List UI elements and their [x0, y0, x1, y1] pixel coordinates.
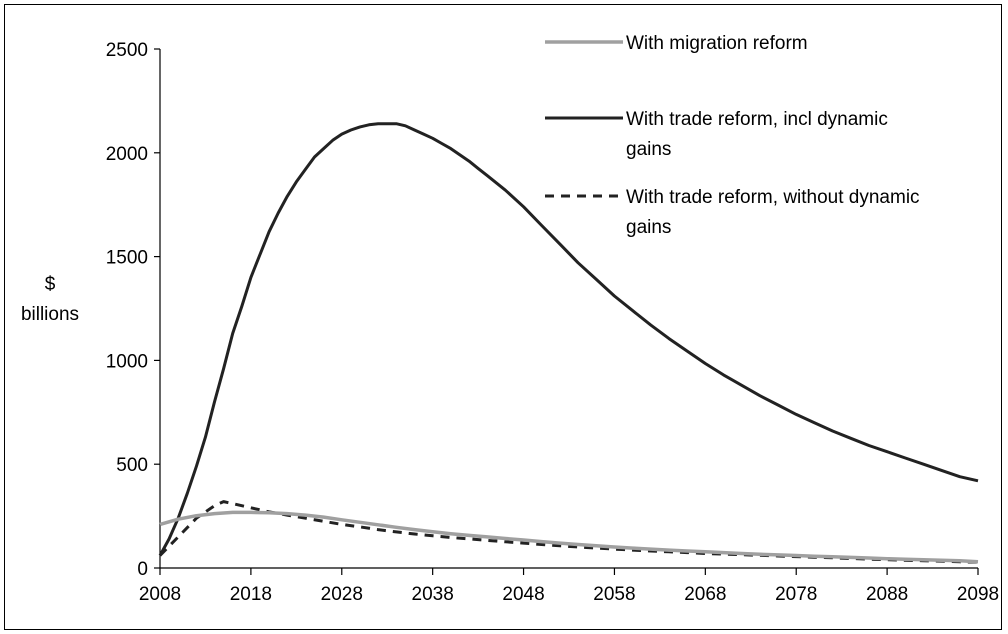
x-tick-label: 2098 — [957, 584, 999, 605]
series-line-0 — [159, 510, 979, 564]
x-tick-label: 2038 — [412, 584, 454, 605]
x-tick-label: 2018 — [230, 584, 272, 605]
y-tick-label: 0 — [137, 559, 148, 580]
legend-label-1: gains — [626, 139, 671, 160]
y-axis-label: $ billions — [21, 274, 79, 325]
y-tick-label: 500 — [116, 455, 148, 476]
chart-frame — [4, 4, 1002, 630]
series-layer — [158, 122, 979, 564]
legend-label-0: With migration reform — [626, 33, 808, 54]
y-tick-label: 2500 — [106, 40, 148, 61]
y-axis-label-line: billions — [21, 304, 79, 325]
x-tick-label: 2028 — [321, 584, 363, 605]
y-tick-label: 2000 — [106, 144, 148, 165]
series-line-2 — [158, 500, 979, 564]
legend: With migration reform With trade reform, … — [545, 33, 920, 238]
axes: 0 500 1000 1500 2000 2500 2008 2018 2028 2038 2048… — [106, 40, 999, 605]
x-tick-label: 2078 — [775, 584, 817, 605]
series-line-1 — [158, 122, 979, 557]
x-tick-label: 2048 — [502, 584, 544, 605]
y-axis-label-line: $ — [45, 274, 56, 295]
legend-label-1: With trade reform, incl dynamic — [626, 109, 888, 130]
y-tick-label: 1000 — [106, 351, 148, 372]
x-tick-label: 2068 — [684, 584, 726, 605]
legend-label-2: gains — [626, 217, 671, 238]
x-tick-label: 2058 — [593, 584, 635, 605]
y-tick-label: 1500 — [106, 248, 148, 269]
legend-label-2: With trade reform, without dynamic — [626, 187, 920, 208]
x-tick-label: 2088 — [866, 584, 908, 605]
x-tick-label: 2008 — [139, 584, 181, 605]
